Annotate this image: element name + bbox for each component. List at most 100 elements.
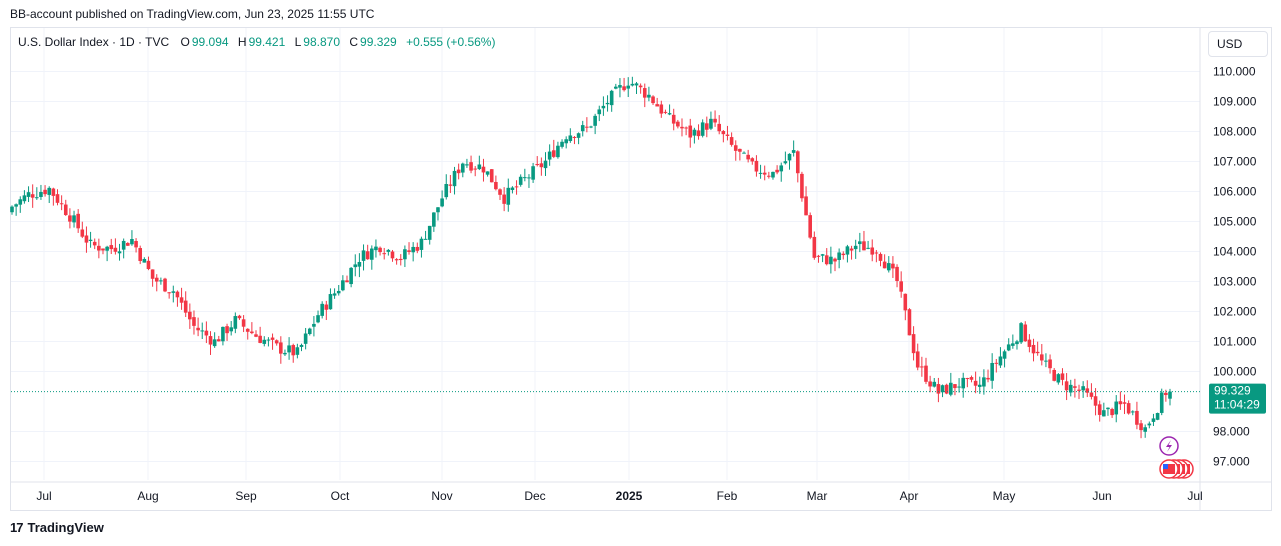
candle-body[interactable] [163,278,167,292]
candle-body[interactable] [225,326,229,334]
candle-body[interactable] [159,280,163,282]
candle-body[interactable] [266,339,271,341]
candle-body[interactable] [572,136,577,138]
candle-body[interactable] [808,215,812,238]
candle-body[interactable] [154,277,159,282]
candle-body[interactable] [531,166,535,180]
chart-pane[interactable] [10,27,1272,511]
candle-body[interactable] [216,339,221,342]
candle-body[interactable] [357,261,362,267]
candle-body[interactable] [349,267,353,285]
candle-body[interactable] [436,207,440,213]
candle-body[interactable] [647,94,651,98]
candle-body[interactable] [126,243,130,246]
candle-body[interactable] [1106,407,1110,410]
candle-body[interactable] [1159,392,1164,413]
candle-body[interactable] [783,161,788,164]
candle-body[interactable] [713,118,717,123]
candle-body[interactable] [969,377,974,380]
candle-body[interactable] [762,172,767,175]
candle-body[interactable] [498,189,502,195]
candle-body[interactable] [688,125,693,138]
candle-body[interactable] [1044,360,1048,362]
candle-body[interactable] [473,168,477,170]
candle-body[interactable] [485,171,490,175]
candle-body[interactable] [733,145,738,151]
candle-body[interactable] [423,238,428,240]
candle-body[interactable] [800,173,804,199]
candle-body[interactable] [882,261,887,269]
candle-body[interactable] [1073,386,1077,388]
candle-body[interactable] [440,198,444,207]
candle-body[interactable] [245,328,250,332]
candle-body[interactable] [117,251,122,254]
candle-body[interactable] [924,365,928,382]
candle-body[interactable] [791,150,796,153]
candle-body[interactable] [551,150,556,157]
candle-body[interactable] [589,126,593,128]
candle-body[interactable] [560,141,564,147]
candle-body[interactable] [241,319,246,327]
candle-body[interactable] [990,362,994,381]
candle-body[interactable] [692,129,697,136]
candle-body[interactable] [39,191,43,197]
candle-body[interactable] [63,204,68,216]
candle-body[interactable] [130,238,134,245]
candle-body[interactable] [324,304,329,310]
candle-body[interactable] [419,238,424,250]
candle-body[interactable] [287,345,291,353]
candle-body[interactable] [80,229,85,237]
candle-body[interactable] [833,258,837,262]
candle-body[interactable] [804,196,808,216]
candle-body[interactable] [771,171,775,178]
candle-body[interactable] [874,252,879,254]
candle-body[interactable] [378,247,382,253]
candle-body[interactable] [188,311,192,320]
candle-body[interactable] [1056,374,1061,383]
candle-body[interactable] [328,294,333,310]
candle-body[interactable] [729,137,734,145]
candle-body[interactable] [622,86,626,91]
candle-body[interactable] [208,336,213,345]
candle-body[interactable] [316,315,320,323]
candle-body[interactable] [750,158,755,162]
candle-body[interactable] [895,266,899,282]
candle-body[interactable] [489,169,494,183]
candle-body[interactable] [787,153,792,161]
candle-body[interactable] [626,85,631,89]
candle-body[interactable] [452,170,457,187]
candle-body[interactable] [642,88,647,98]
candle-body[interactable] [655,104,659,107]
candle-body[interactable] [618,85,622,88]
candle-body[interactable] [101,248,105,251]
candle-body[interactable] [171,291,176,293]
candle-body[interactable] [72,215,76,223]
candle-body[interactable] [829,256,833,265]
candle-body[interactable] [1093,396,1098,406]
candle-body[interactable] [150,269,155,279]
candle-body[interactable] [911,334,916,354]
candle-body[interactable] [680,126,684,129]
candle-body[interactable] [667,113,672,115]
candle-body[interactable] [700,122,705,136]
candle-body[interactable] [175,291,180,298]
candle-body[interactable] [564,139,568,144]
candle-body[interactable] [556,145,560,158]
candle-body[interactable] [1015,341,1019,345]
candle-body[interactable] [506,187,511,205]
candle-body[interactable] [527,177,531,179]
candle-body[interactable] [1135,410,1139,425]
candle-body[interactable] [10,206,14,213]
candle-body[interactable] [403,249,407,260]
candle-body[interactable] [237,315,242,319]
candle-body[interactable] [134,241,138,248]
candle-body[interactable] [795,151,800,174]
candle-body[interactable] [886,263,891,271]
candle-body[interactable] [374,246,378,251]
candle-body[interactable] [341,280,345,291]
candle-body[interactable] [973,380,978,386]
candle-body[interactable] [477,164,482,170]
candle-body[interactable] [30,194,35,198]
candle-body[interactable] [1168,391,1172,399]
candle-body[interactable] [609,90,614,106]
